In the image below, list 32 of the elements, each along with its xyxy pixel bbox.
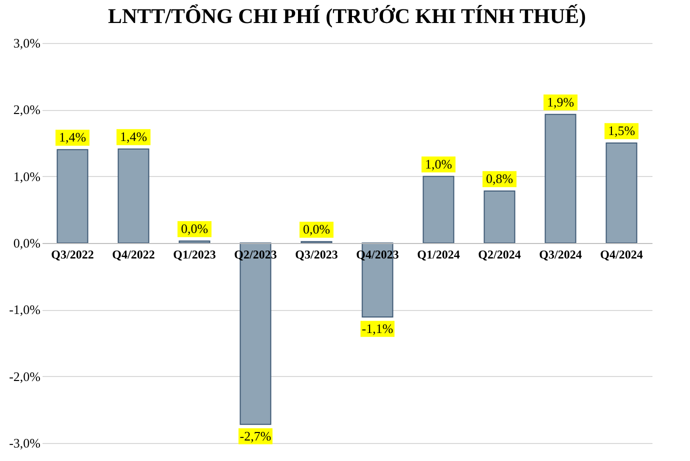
bar	[606, 142, 638, 244]
y-tick-label: -1,0%	[9, 302, 41, 318]
bar	[544, 114, 576, 244]
y-tick-label: -2,0%	[9, 368, 41, 384]
x-tick-label: Q1/2024	[417, 248, 460, 262]
x-tick-label: Q2/2024	[478, 248, 521, 262]
data-label: -1,1%	[362, 321, 394, 336]
bar	[422, 176, 454, 244]
y-tick-label: 0,0%	[13, 236, 41, 250]
y-tick-label: 2,0%	[13, 102, 41, 118]
data-label: 1,9%	[546, 94, 574, 110]
bar	[484, 190, 516, 244]
data-label: 1,0%	[424, 156, 452, 172]
bar	[56, 149, 88, 244]
data-label: -2,7%	[240, 428, 272, 444]
bar	[118, 148, 150, 244]
data-label: 1,4%	[58, 130, 86, 145]
data-label: 0,8%	[486, 171, 514, 186]
y-tick-label: -3,0%	[9, 436, 41, 450]
x-tick-label: Q1/2023	[173, 248, 216, 262]
x-tick-label: Q3/2023	[295, 248, 338, 262]
y-tick-label: 1,0%	[13, 168, 41, 184]
data-label: 1,4%	[120, 129, 148, 144]
data-label: 1,5%	[608, 123, 636, 138]
x-tick-label: Q3/2024	[539, 248, 582, 262]
data-label: 0,0%	[180, 221, 208, 236]
x-tick-label: Q4/2024	[600, 248, 643, 262]
x-tick-label: Q4/2022	[112, 248, 155, 262]
data-label: 0,0%	[302, 222, 330, 237]
y-tick-label: 3,0%	[13, 36, 41, 50]
chart-title: LNTT/TỔNG CHI PHÍ (TRƯỚC KHI TÍNH THUẾ)	[108, 4, 586, 28]
x-tick-label: Q3/2022	[51, 248, 94, 262]
